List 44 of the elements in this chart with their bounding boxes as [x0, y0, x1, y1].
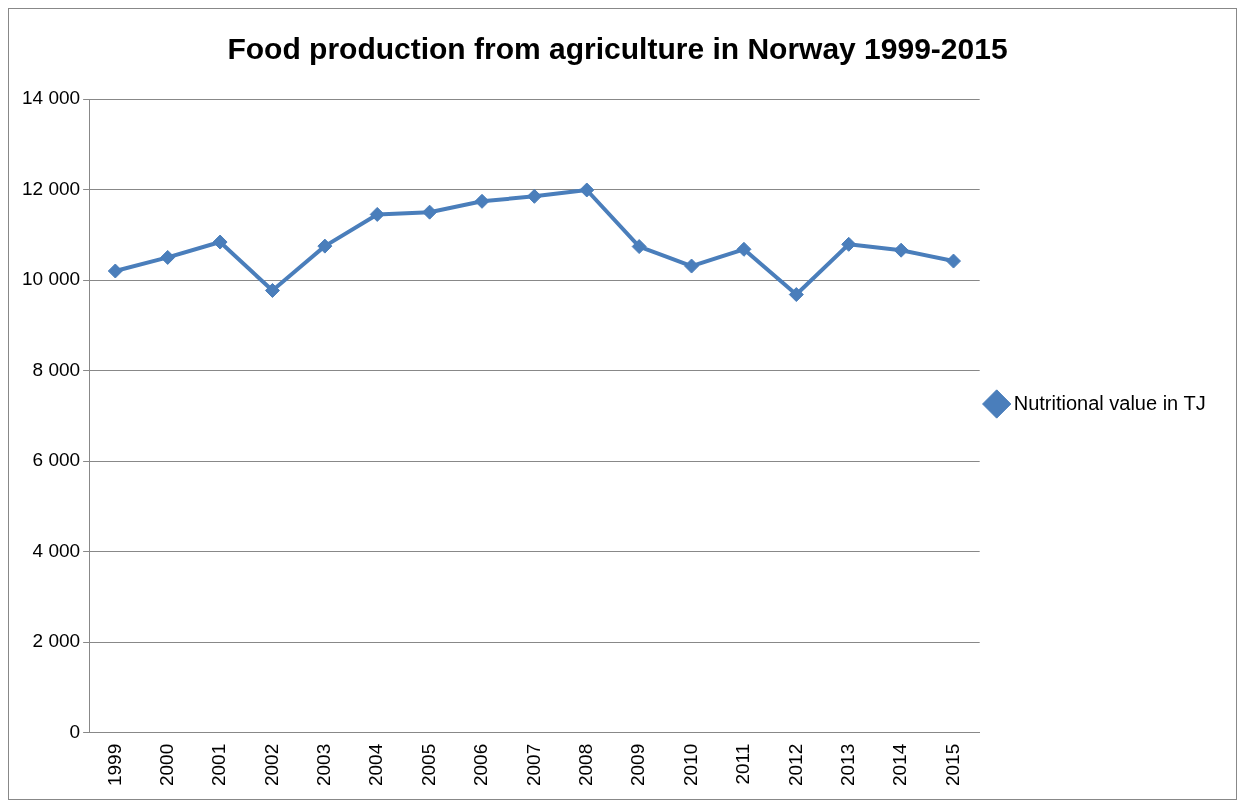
- x-tick-label: 2004: [365, 743, 387, 787]
- x-tick-label: 2010: [679, 743, 701, 787]
- y-tick-label: 0: [69, 720, 81, 742]
- point: [788, 287, 804, 303]
- x-tick-label: 2003: [313, 743, 335, 787]
- point: [526, 188, 542, 204]
- x-tick-label: 2012: [784, 743, 806, 787]
- point: [946, 253, 961, 269]
- y-tick-label: 2 000: [32, 630, 81, 652]
- point: [579, 182, 595, 198]
- chart-title: Food production from agriculture in Norway 1999-2015: [227, 32, 1008, 66]
- point: [422, 204, 438, 220]
- x-tick-label: 2008: [575, 743, 597, 787]
- point: [317, 238, 333, 254]
- x-tick-label: 1999: [103, 743, 125, 787]
- x-tick-label: 2014: [889, 743, 911, 787]
- x-tick-label: 2006: [470, 743, 492, 787]
- point: [474, 193, 490, 209]
- x-tick-label: 2007: [522, 743, 544, 787]
- y-tick-label: 6 000: [32, 449, 81, 471]
- x-tick-label: 2009: [627, 743, 649, 787]
- x-tick-label: 2001: [208, 743, 230, 787]
- x-tick-label: 2002: [260, 743, 282, 787]
- point: [684, 258, 700, 274]
- x-tick-label: 2015: [941, 743, 963, 787]
- point: [212, 234, 228, 250]
- point: [893, 242, 909, 258]
- x-tick-label: 2013: [836, 743, 858, 787]
- point: [264, 282, 280, 298]
- point: [736, 241, 752, 257]
- y-tick-label: 12 000: [21, 177, 81, 199]
- x-tick-label: 2011: [732, 743, 754, 785]
- legend-label: Nutritional value in TJ: [1013, 391, 1206, 414]
- y-tick-label: 4 000: [32, 539, 81, 561]
- x-tick-label: 2005: [417, 743, 439, 787]
- point: [160, 249, 176, 265]
- point: [841, 236, 857, 252]
- point: [369, 206, 385, 222]
- x-tick-label: 2000: [155, 743, 177, 787]
- y-tick-label: 10 000: [21, 268, 81, 290]
- point: [107, 263, 123, 279]
- y-tick-label: 8 000: [32, 358, 81, 380]
- y-tick-label: 14 000: [21, 87, 81, 109]
- point: [631, 239, 647, 255]
